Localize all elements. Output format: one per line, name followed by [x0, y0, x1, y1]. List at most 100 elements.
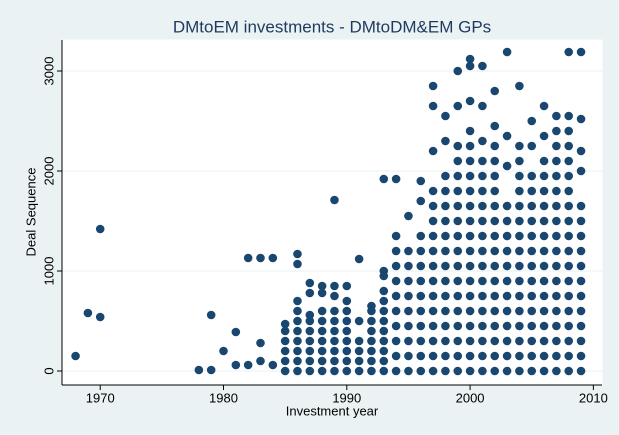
point	[317, 306, 327, 316]
point	[280, 356, 290, 366]
point	[539, 351, 549, 361]
point	[490, 156, 500, 166]
point	[576, 246, 586, 256]
point	[428, 246, 438, 256]
point	[552, 261, 561, 271]
point	[478, 336, 487, 346]
point	[515, 156, 524, 166]
point	[564, 47, 574, 57]
point	[342, 346, 352, 356]
point	[453, 321, 463, 331]
point	[342, 336, 352, 346]
x-tick-label: 1970	[86, 390, 115, 405]
point	[527, 186, 537, 196]
point	[404, 276, 413, 286]
point	[428, 186, 438, 196]
point	[453, 291, 463, 301]
point	[330, 366, 339, 376]
point	[367, 336, 376, 346]
point	[441, 246, 450, 256]
point	[317, 356, 327, 366]
point	[330, 346, 339, 356]
point	[502, 231, 512, 241]
point	[354, 316, 364, 326]
point	[342, 281, 352, 291]
point	[576, 306, 586, 316]
point	[576, 114, 586, 124]
point	[478, 186, 487, 196]
point	[515, 186, 524, 196]
point	[354, 254, 364, 264]
point	[515, 291, 524, 301]
point	[539, 231, 549, 241]
point	[416, 176, 426, 186]
point	[465, 96, 475, 106]
point	[502, 47, 512, 57]
point	[564, 186, 574, 196]
point	[527, 201, 537, 211]
point	[194, 365, 204, 375]
point	[552, 156, 561, 166]
point	[478, 366, 487, 376]
point	[576, 336, 586, 346]
point	[527, 141, 537, 151]
point	[515, 231, 524, 241]
point	[428, 216, 438, 226]
point	[428, 201, 438, 211]
point	[330, 326, 339, 336]
point	[206, 310, 216, 320]
point	[416, 291, 426, 301]
point	[502, 366, 512, 376]
point	[552, 171, 561, 181]
point	[330, 195, 339, 205]
point	[280, 346, 290, 356]
point	[465, 246, 475, 256]
point	[428, 146, 438, 156]
point	[305, 336, 315, 346]
point	[478, 261, 487, 271]
point	[478, 216, 487, 226]
point	[428, 321, 438, 331]
point	[552, 291, 561, 301]
point	[404, 336, 413, 346]
point	[441, 351, 450, 361]
x-tick-label: 2000	[456, 390, 485, 405]
point	[256, 253, 265, 263]
point	[465, 291, 475, 301]
point	[404, 291, 413, 301]
point	[490, 201, 500, 211]
point	[576, 321, 586, 331]
chart-title: DMtoEM investments - DMtoDM&EM GPs	[173, 17, 491, 36]
point	[552, 201, 561, 211]
point	[441, 276, 450, 286]
point	[416, 246, 426, 256]
point	[527, 246, 537, 256]
point	[576, 47, 586, 57]
point	[539, 321, 549, 331]
point	[391, 291, 401, 301]
point	[416, 306, 426, 316]
point	[305, 310, 315, 320]
point	[552, 186, 561, 196]
point	[490, 276, 500, 286]
point	[564, 321, 574, 331]
point	[465, 54, 475, 64]
point	[330, 356, 339, 366]
point	[317, 336, 327, 346]
point	[342, 296, 352, 306]
point	[576, 261, 586, 271]
point	[428, 81, 438, 91]
point	[502, 131, 512, 141]
point	[576, 146, 586, 156]
point	[490, 351, 500, 361]
point	[293, 306, 302, 316]
point	[305, 278, 315, 288]
point	[515, 216, 524, 226]
point	[280, 336, 290, 346]
point	[465, 201, 475, 211]
point	[552, 126, 561, 136]
point	[539, 171, 549, 181]
point	[293, 336, 302, 346]
point	[441, 336, 450, 346]
